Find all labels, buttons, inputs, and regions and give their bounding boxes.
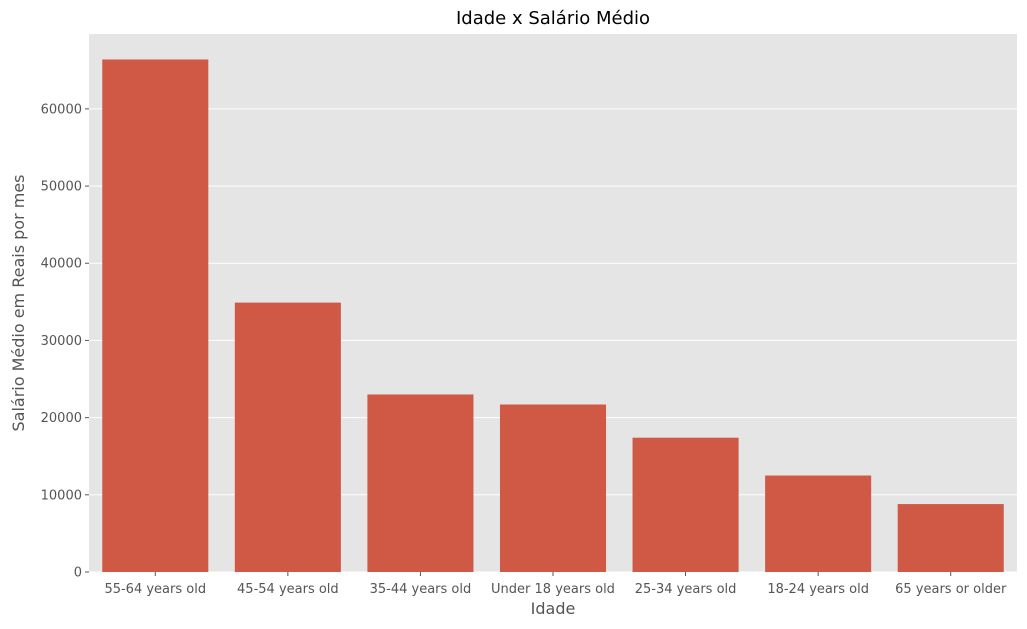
x-tick-label: Under 18 years old (491, 582, 615, 597)
chart-title: Idade x Salário Médio (456, 8, 650, 29)
y-tick-label: 30000 (41, 334, 82, 349)
y-tick-label: 0 (74, 566, 82, 581)
x-tick-label: 35-44 years old (370, 582, 472, 597)
bar (632, 437, 739, 572)
x-tick-label: 25-34 years old (635, 582, 737, 597)
y-tick-label: 50000 (41, 180, 82, 195)
bar (367, 394, 474, 572)
x-tick-label: 55-64 years old (104, 582, 206, 597)
bar (102, 59, 209, 572)
x-axis-ticks: 55-64 years old 45-54 years old 35-44 year… (104, 572, 1007, 597)
y-tick-label: 60000 (41, 102, 82, 117)
x-tick-label: 18-24 years old (767, 582, 869, 597)
bar (499, 404, 607, 572)
bar (897, 504, 1004, 572)
y-tick-label: 40000 (41, 257, 82, 272)
x-tick-label: 65 years or older (895, 582, 1007, 597)
y-tick-label: 10000 (41, 488, 82, 503)
x-axis-label: Idade (531, 599, 576, 618)
y-tick-label: 20000 (41, 411, 82, 426)
y-axis-label: Salário Médio em Reais por mes (9, 174, 28, 431)
bar (765, 475, 872, 572)
y-axis-ticks: 0 10000 20000 30000 40000 50000 60000 (41, 102, 89, 581)
x-tick-label: 45-54 years old (237, 582, 339, 597)
bar (234, 302, 341, 572)
bars (102, 59, 1004, 572)
